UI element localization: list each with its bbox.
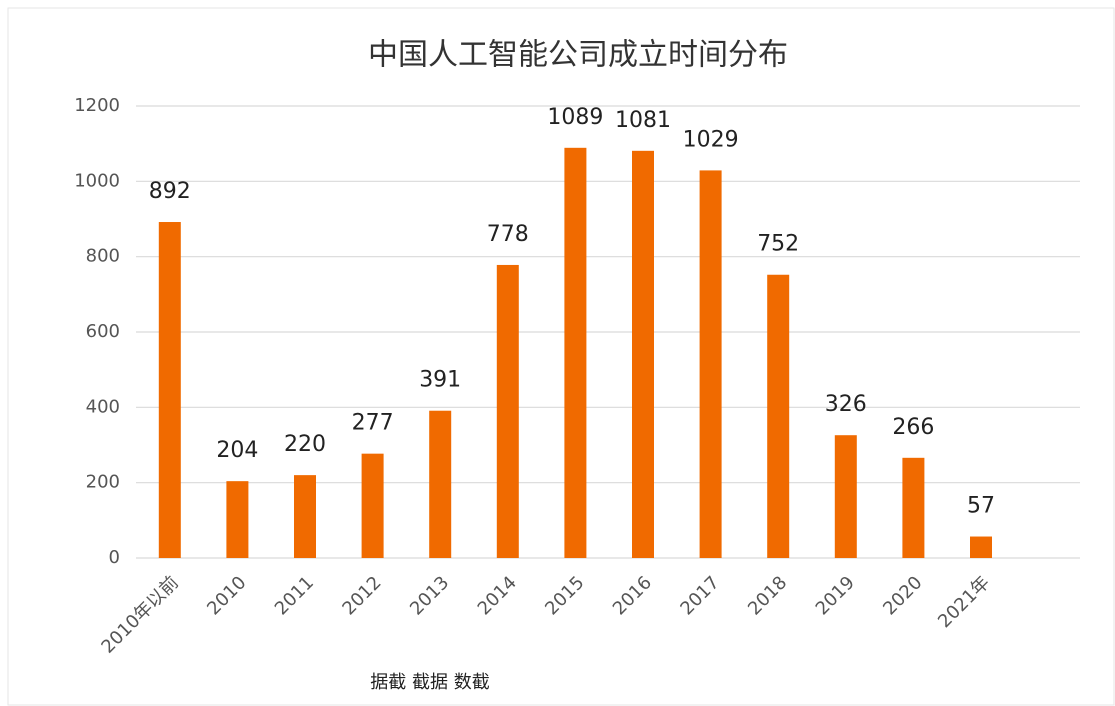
x-tick-label: 2019 [812, 572, 859, 619]
value-label: 277 [352, 411, 394, 436]
y-tick-label: 1000 [74, 170, 120, 191]
bar [496, 264, 519, 558]
value-label: 266 [892, 415, 934, 440]
bar [632, 150, 654, 558]
value-label: 220 [284, 432, 326, 457]
y-tick-label: 1200 [74, 95, 120, 116]
x-tick-label: 2016 [609, 572, 656, 619]
x-tick-label: 2013 [406, 572, 453, 619]
frame [7, 7, 1115, 706]
bar [429, 410, 452, 558]
value-label: 326 [825, 392, 867, 417]
x-tick-label: 2020 [879, 572, 926, 619]
value-label: 1081 [615, 108, 671, 133]
value-label: 204 [216, 438, 258, 463]
x-tick-label: 2021年 [934, 572, 994, 632]
x-tick-label: 2018 [744, 572, 791, 619]
value-label: 1089 [547, 105, 603, 130]
value-label: 57 [967, 494, 995, 519]
y-tick-label: 0 [109, 547, 120, 568]
bar [564, 147, 587, 558]
value-label: 892 [149, 179, 191, 204]
y-tick-label: 600 [86, 321, 120, 342]
bar [361, 453, 384, 558]
value-label: 1029 [683, 127, 739, 152]
bar [767, 274, 790, 558]
value-label: 391 [419, 368, 461, 393]
bar [970, 536, 992, 558]
y-tick-label: 200 [86, 472, 120, 493]
x-tick-label: 2012 [338, 572, 385, 619]
x-tick-label: 2017 [676, 572, 723, 619]
bar [834, 435, 857, 558]
chart-title: 中国人工智能公司成立时间分布 [368, 38, 788, 73]
bar [699, 170, 722, 558]
bar [226, 481, 249, 558]
x-tick-label: 2011 [271, 572, 318, 619]
x-tick-label: 2010年以前 [97, 572, 182, 657]
bar [902, 457, 925, 558]
value-label: 752 [757, 232, 799, 257]
x-tick-label: 2015 [541, 572, 588, 619]
x-tick-label: 2010 [203, 572, 250, 619]
value-label: 778 [487, 222, 529, 247]
footnote: 据截 截据 数截 [370, 672, 489, 693]
y-tick-label: 800 [86, 246, 120, 267]
bar [158, 222, 181, 558]
y-tick-label: 400 [86, 396, 120, 417]
bar [294, 475, 316, 558]
x-tick-label: 2014 [474, 572, 521, 619]
